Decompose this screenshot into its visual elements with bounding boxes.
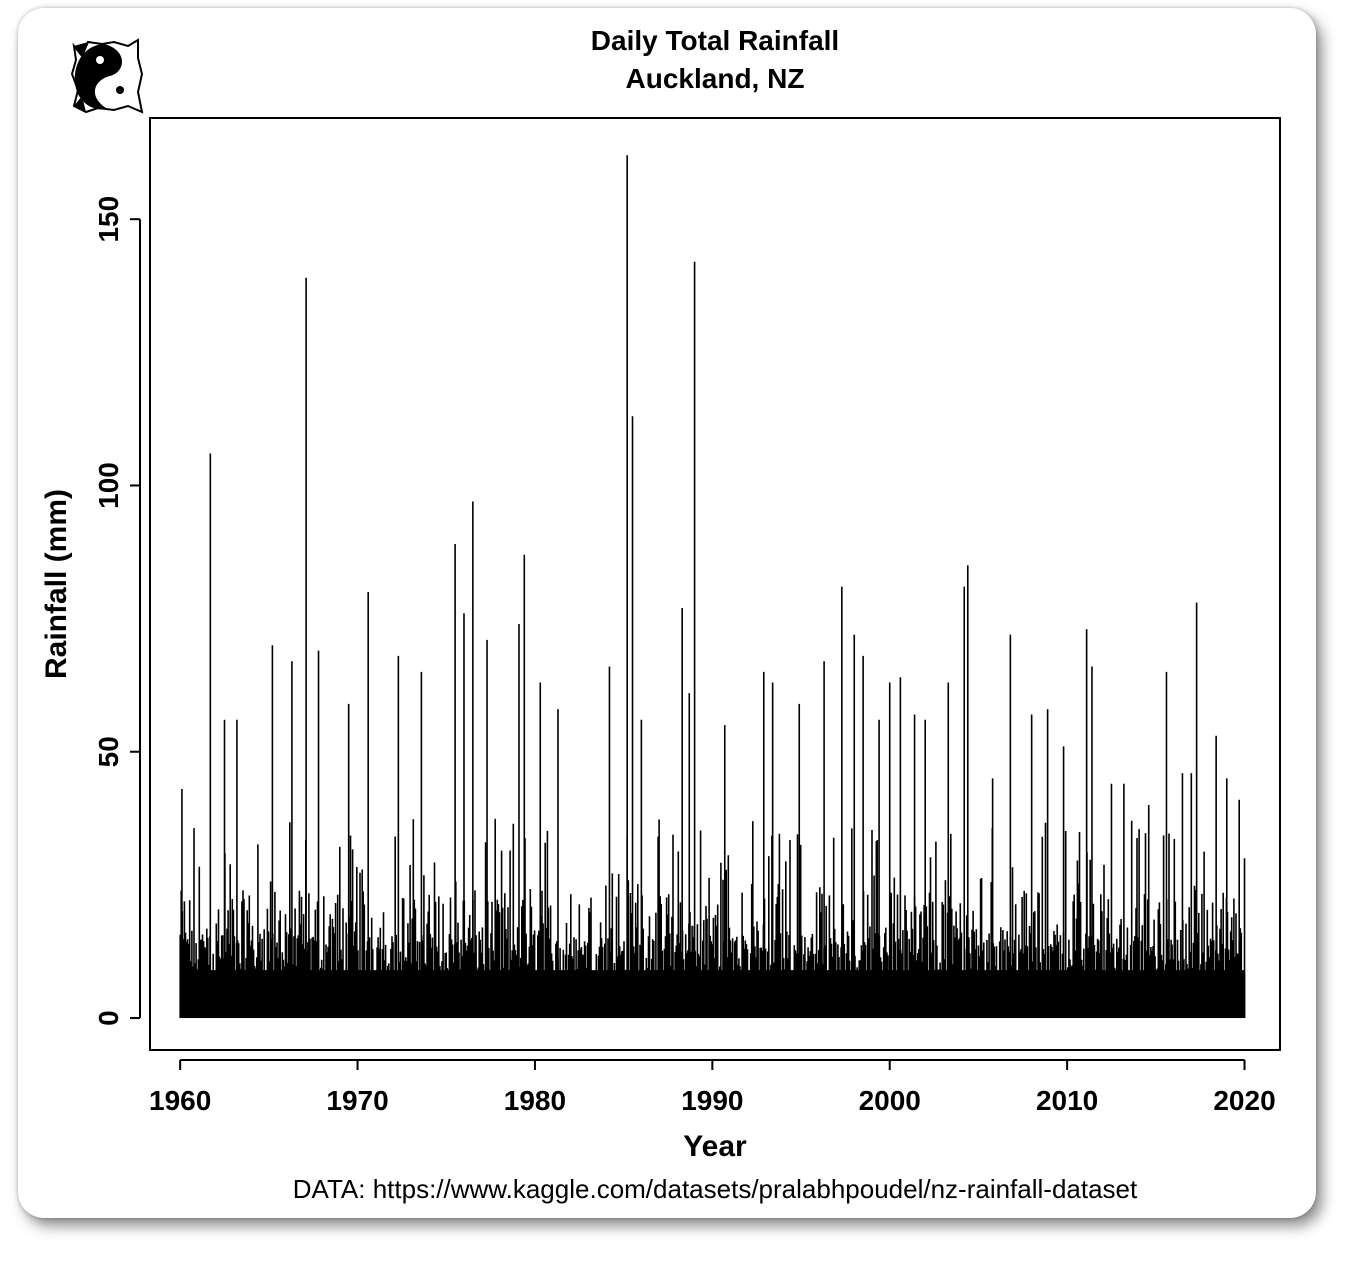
yin-yang-cat-logo-icon	[70, 38, 144, 114]
x-tick-label: 1980	[504, 1085, 566, 1116]
plot-frame	[149, 117, 1281, 1051]
y-tick-label: 150	[93, 196, 124, 243]
y-axis: 0 50 100 150	[93, 196, 141, 1026]
y-tick-label: 0	[93, 1010, 124, 1026]
x-tick-label: 1970	[326, 1085, 388, 1116]
chart-card: Daily Total Rainfall Auckland, NZ 1960 19…	[18, 8, 1316, 1218]
x-tick-label: 1960	[149, 1085, 211, 1116]
chart-title: Daily Total Rainfall	[591, 25, 839, 56]
x-axis-label: Year	[683, 1130, 747, 1163]
x-tick-label: 2020	[1213, 1085, 1275, 1116]
x-tick-label: 2000	[859, 1085, 921, 1116]
y-tick-label: 100	[93, 462, 124, 509]
y-axis-label: Rainfall (mm)	[40, 489, 73, 679]
daily-rainfall-base	[180, 970, 1245, 1019]
y-tick-label: 50	[93, 736, 124, 767]
x-tick-label: 2010	[1036, 1085, 1098, 1116]
chart-subtitle: Auckland, NZ	[626, 63, 805, 94]
data-source-caption: DATA: https://www.kaggle.com/datasets/pr…	[293, 1174, 1138, 1204]
rainfall-chart: Daily Total Rainfall Auckland, NZ 1960 19…	[40, 25, 1281, 1204]
rainfall-bars	[179, 155, 1246, 1019]
x-tick-label: 1990	[681, 1085, 743, 1116]
x-axis: 1960 1970 1980 1990 2000 2010 2020	[149, 1059, 1276, 1116]
